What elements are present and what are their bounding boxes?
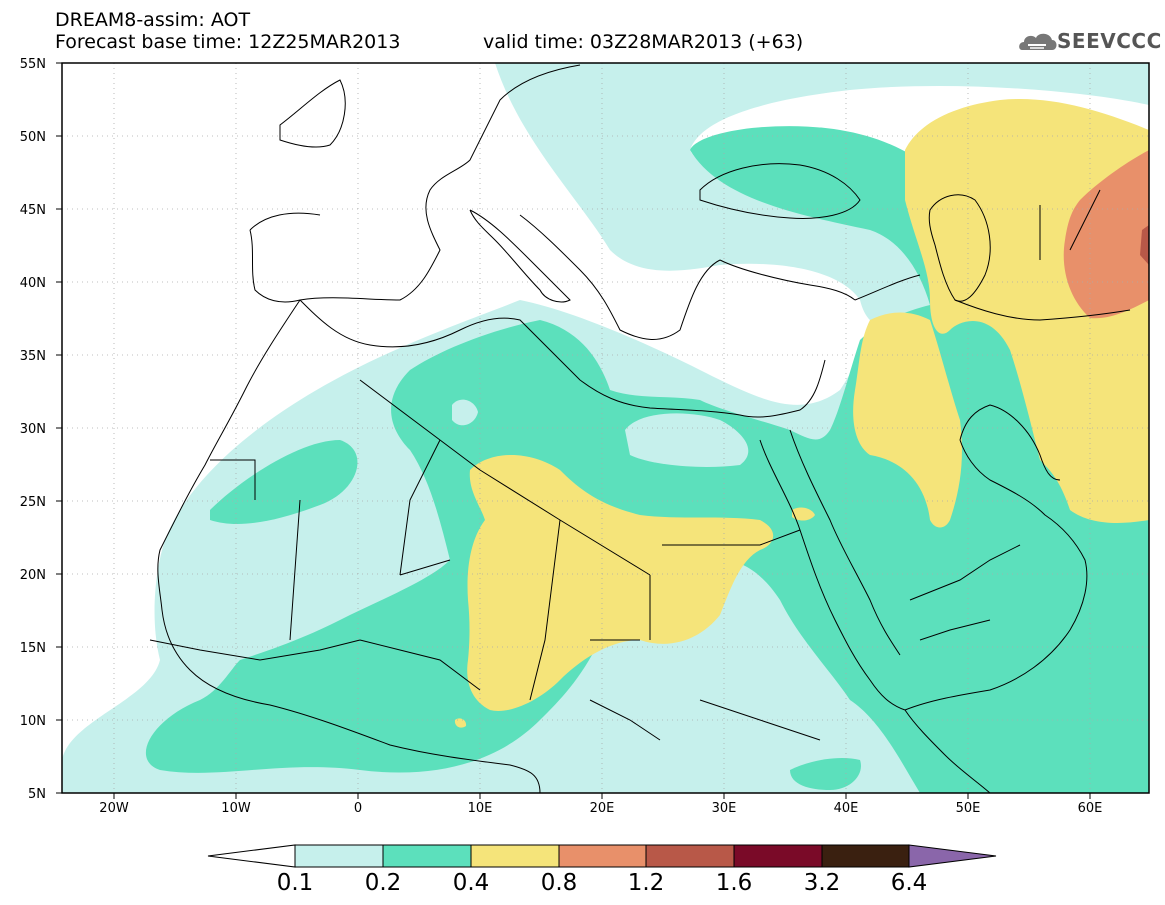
colorbar-swatch bbox=[294, 844, 384, 868]
colorbar-under-arrow bbox=[207, 844, 296, 868]
valid-time: valid time: 03Z28MAR2013 (+63) bbox=[483, 31, 804, 53]
lon-label: 10E bbox=[468, 801, 493, 816]
colorbar-label: 6.4 bbox=[890, 870, 928, 896]
lon-label: 30E bbox=[712, 801, 737, 816]
lon-label: 20W bbox=[99, 801, 129, 816]
lat-label: 35N bbox=[20, 349, 46, 364]
coastlines bbox=[149, 64, 1131, 793]
lon-label: 10W bbox=[221, 801, 251, 816]
aot-band-0.8 bbox=[1063, 150, 1149, 319]
lat-label: 15N bbox=[20, 641, 46, 656]
colorbar-swatch bbox=[558, 844, 647, 868]
lat-label: 40N bbox=[20, 276, 46, 291]
map-title: DREAM8-assim: AOT bbox=[55, 9, 251, 31]
lat-label: 20N bbox=[20, 568, 46, 583]
colorbar-swatch bbox=[470, 844, 560, 868]
lat-label: 5N bbox=[28, 787, 46, 802]
latitude-labels: 55N 50N 45N 40N 35N 30N 25N 20N 15N 10N … bbox=[20, 57, 46, 802]
logo-text: SEEVCCC bbox=[1057, 29, 1162, 53]
colorbar-label: 3.2 bbox=[803, 870, 841, 896]
colorbar-label: 1.2 bbox=[627, 870, 665, 896]
colorbar-swatch bbox=[645, 844, 735, 868]
graticule bbox=[62, 63, 1149, 793]
colorbar-swatch bbox=[821, 844, 910, 868]
colorbar bbox=[207, 844, 997, 868]
lat-label: 45N bbox=[20, 203, 46, 218]
lon-label: 20E bbox=[590, 801, 615, 816]
lon-label: 0 bbox=[354, 801, 362, 816]
lon-label: 50E bbox=[956, 801, 981, 816]
lat-label: 55N bbox=[20, 57, 46, 72]
cloud-icon bbox=[1019, 33, 1057, 50]
lat-label: 25N bbox=[20, 495, 46, 510]
aot-gap bbox=[452, 399, 749, 467]
seevccc-logo bbox=[1019, 33, 1057, 50]
colorbar-label: 0.1 bbox=[276, 870, 314, 896]
aot-band-1.2 bbox=[1140, 225, 1149, 265]
colorbar-swatch bbox=[733, 844, 823, 868]
lat-label: 10N bbox=[20, 714, 46, 729]
map-plot-area bbox=[62, 63, 1149, 793]
forecast-times: Forecast base time: 12Z25MAR2013 valid ti… bbox=[55, 31, 803, 53]
lat-label: 50N bbox=[20, 130, 46, 145]
colorbar-label: 1.6 bbox=[715, 870, 753, 896]
colorbar-label: 0.2 bbox=[364, 870, 402, 896]
colorbar-over-arrow bbox=[908, 844, 997, 868]
tick-marks bbox=[56, 62, 1091, 799]
lon-label: 40E bbox=[834, 801, 859, 816]
lon-label: 60E bbox=[1078, 801, 1103, 816]
colorbar-label: 0.4 bbox=[452, 870, 490, 896]
lat-label: 30N bbox=[20, 422, 46, 437]
colorbar-swatch bbox=[382, 844, 472, 868]
longitude-labels: 20W 10W 0 10E 20E 30E 40E 50E 60E bbox=[99, 801, 1102, 816]
base-time: Forecast base time: 12Z25MAR2013 bbox=[55, 31, 401, 53]
colorbar-label: 0.8 bbox=[540, 870, 578, 896]
